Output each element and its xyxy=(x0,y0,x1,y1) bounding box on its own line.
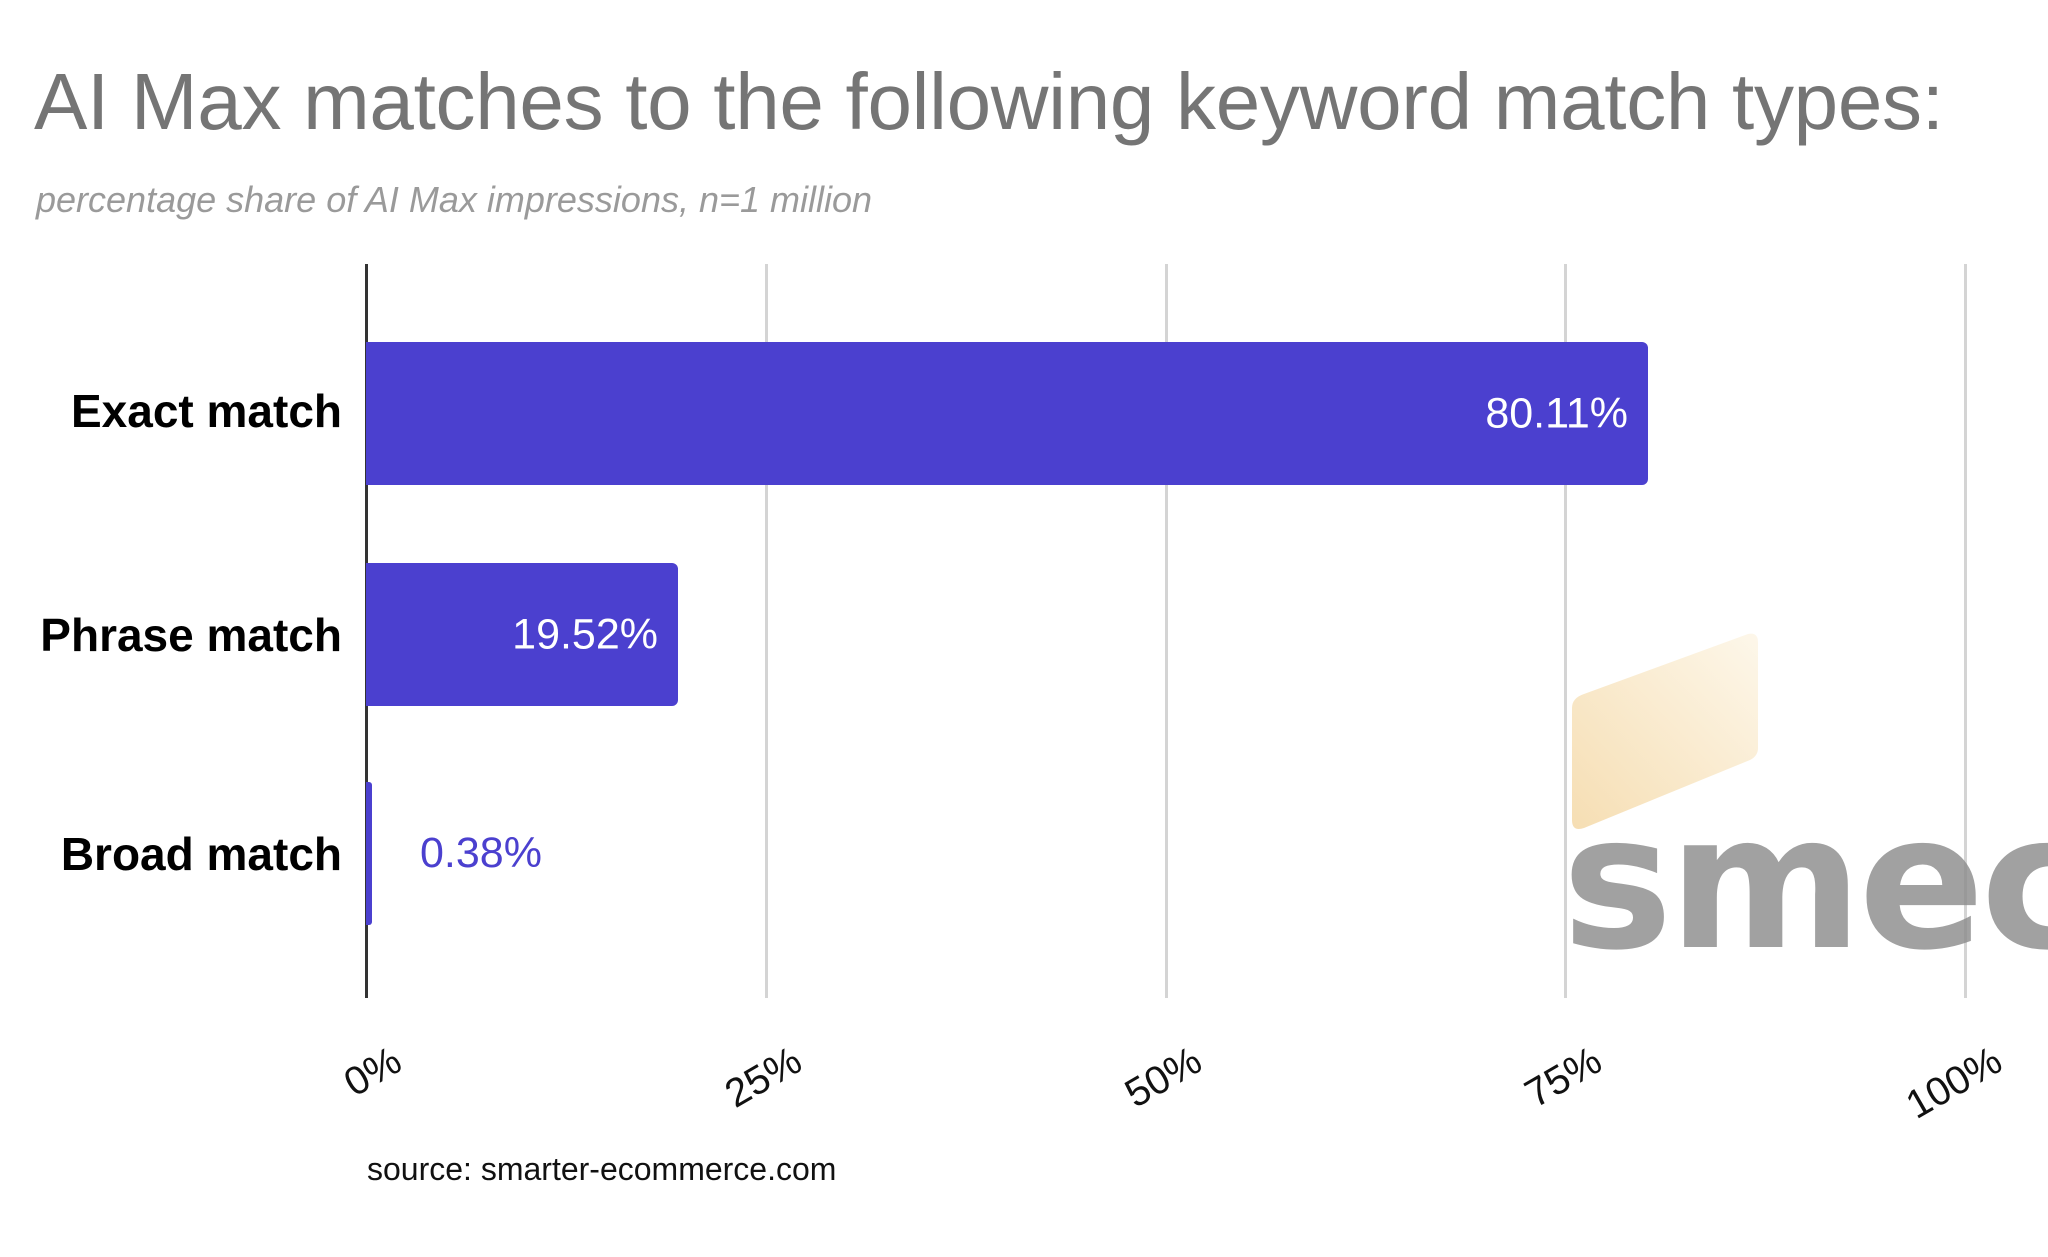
smec-logo-icon xyxy=(1572,633,1758,829)
category-label-exact: Exact match xyxy=(70,385,342,437)
value-label-phrase: 19.52% xyxy=(512,610,658,658)
gridline-100 xyxy=(1964,264,1967,998)
chart-title: AI Max matches to the following keyword … xyxy=(34,57,1944,146)
gridline-50 xyxy=(1165,264,1168,998)
category-label-phrase: Phrase match xyxy=(40,609,342,661)
bar-broad-match[interactable] xyxy=(366,782,372,925)
x-tick-100: 100% xyxy=(1898,1038,2009,1128)
value-label-exact: 80.11% xyxy=(1485,389,1628,437)
chart-subtitle: percentage share of AI Max impressions, … xyxy=(36,179,873,220)
x-tick-50: 50% xyxy=(1117,1038,1209,1117)
bar-phrase-match[interactable]: 19.52% xyxy=(366,563,678,706)
source-note: source: smarter-ecommerce.com xyxy=(367,1151,837,1187)
smec-logo-text: smec xyxy=(1562,774,2048,991)
gridline-25 xyxy=(765,264,768,998)
x-tick-25: 25% xyxy=(717,1038,809,1117)
value-label-broad: 0.38% xyxy=(420,829,542,877)
category-label-broad: Broad match xyxy=(60,828,342,880)
x-tick-0: 0% xyxy=(336,1038,409,1106)
gridline-75 xyxy=(1564,264,1567,998)
x-tick-75: 75% xyxy=(1517,1038,1609,1117)
bar-exact-match[interactable]: 80.11% xyxy=(366,342,1648,485)
